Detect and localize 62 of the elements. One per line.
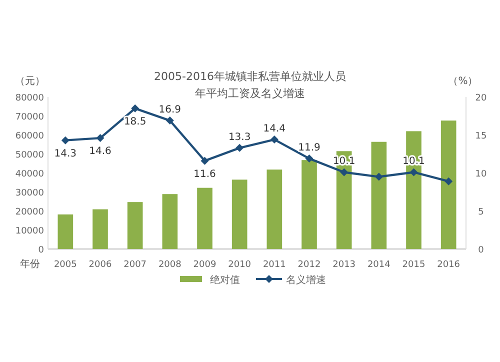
y-tick-label: 40000 [15, 170, 44, 180]
point [374, 172, 383, 181]
y-tick-label: 30000 [15, 188, 44, 198]
bar [92, 209, 108, 249]
data-label: 11.9 [298, 142, 320, 154]
x-tick-label: 2016 [437, 260, 460, 270]
y2-tick-label: 20 [475, 94, 487, 104]
x-tick-label: 2006 [88, 260, 112, 270]
bar [440, 120, 456, 249]
bar [58, 214, 74, 249]
chart-title: 2005-2016年城镇非私营单位就业人员年平均工资及名义增速 [154, 70, 346, 100]
legend-label: 名义增速 [286, 274, 326, 286]
data-label: 16.9 [158, 104, 182, 116]
point [200, 156, 209, 165]
bar [162, 194, 178, 249]
y2-tick-label: 0 [478, 246, 484, 256]
x-tick-label: 2010 [228, 260, 252, 270]
y2-tick-label: 5 [478, 208, 484, 218]
bar [197, 188, 212, 249]
y2-tick-label: 10 [475, 170, 487, 180]
x-tick-label: 2011 [262, 260, 286, 270]
y-tick-label: 20000 [15, 208, 44, 218]
y-tick-label: 60000 [15, 132, 44, 142]
data-label: 13.3 [228, 132, 251, 143]
x-tick-label: 2005 [54, 260, 77, 270]
data-label: 11.6 [194, 168, 216, 180]
x-axis-title: 年份 [20, 258, 40, 270]
point [444, 177, 453, 186]
data-label: 14.4 [263, 124, 286, 135]
y-axis-title: （元） [15, 76, 45, 87]
point [131, 104, 140, 112]
legend-label: 绝对值 [210, 274, 240, 286]
y-tick-label: 50000 [15, 150, 44, 160]
point [96, 134, 104, 142]
point [305, 154, 314, 163]
data-label: 18.5 [124, 116, 146, 128]
point [236, 144, 244, 152]
point [340, 168, 348, 176]
y2-axis-title: （%） [448, 76, 478, 87]
x-tick-label: 2008 [158, 260, 182, 270]
point [270, 136, 278, 144]
x-tick-label: 2015 [402, 260, 426, 270]
x-tick-label: 2012 [298, 260, 321, 270]
point [410, 168, 418, 176]
x-tick-label: 2007 [124, 260, 147, 270]
y2-tick-label: 15 [475, 132, 487, 142]
point [166, 116, 174, 125]
bar [302, 160, 317, 249]
point [61, 136, 70, 144]
bar [266, 170, 282, 249]
bar [371, 142, 387, 249]
y-tick-label: 80000 [15, 94, 44, 104]
data-label: 14.6 [89, 146, 112, 158]
x-tick-label: 2014 [367, 260, 391, 270]
bar [232, 180, 248, 249]
bar [127, 202, 143, 249]
y-tick-label: 0 [38, 246, 44, 256]
y-tick-label: 10000 [15, 226, 44, 236]
x-tick-label: 2013 [332, 260, 356, 270]
data-label: 14.3 [54, 148, 77, 160]
x-tick-label: 2009 [193, 260, 216, 270]
y-tick-label: 70000 [15, 112, 44, 122]
